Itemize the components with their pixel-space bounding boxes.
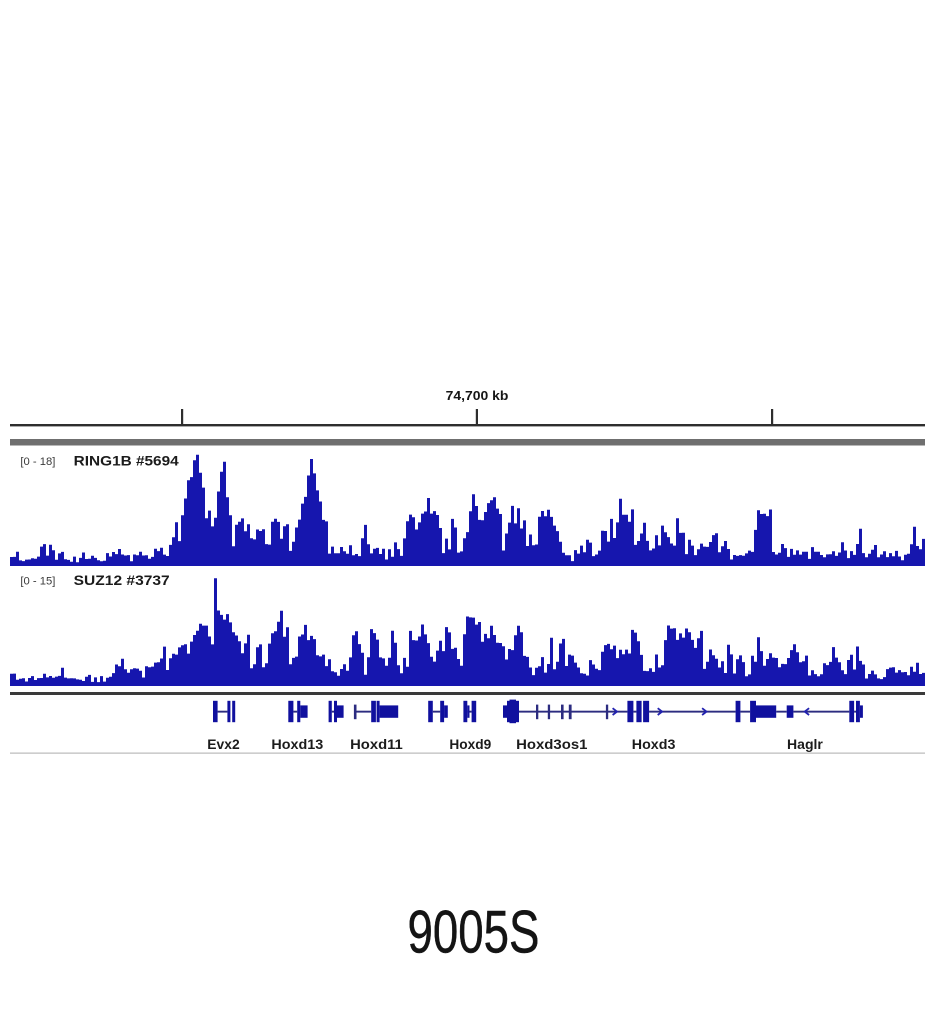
svg-text:[0 - 18]: [0 - 18] bbox=[20, 456, 55, 468]
svg-text:Haglr: Haglr bbox=[787, 736, 823, 752]
svg-text:SUZ12 #3737: SUZ12 #3737 bbox=[74, 572, 170, 588]
svg-text:Evx2: Evx2 bbox=[207, 736, 240, 752]
svg-text:Hoxd11: Hoxd11 bbox=[350, 736, 403, 752]
svg-text:Hoxd3: Hoxd3 bbox=[632, 736, 676, 752]
svg-text:Hoxd13: Hoxd13 bbox=[271, 736, 323, 752]
svg-text:9005S: 9005S bbox=[408, 898, 540, 966]
svg-text:[0 - 15]: [0 - 15] bbox=[20, 575, 55, 587]
svg-text:74,700 kb: 74,700 kb bbox=[446, 388, 509, 403]
svg-text:RING1B #5694: RING1B #5694 bbox=[74, 452, 179, 468]
svg-text:Hoxd3os1: Hoxd3os1 bbox=[516, 736, 588, 752]
svg-text:Hoxd9: Hoxd9 bbox=[449, 736, 491, 752]
